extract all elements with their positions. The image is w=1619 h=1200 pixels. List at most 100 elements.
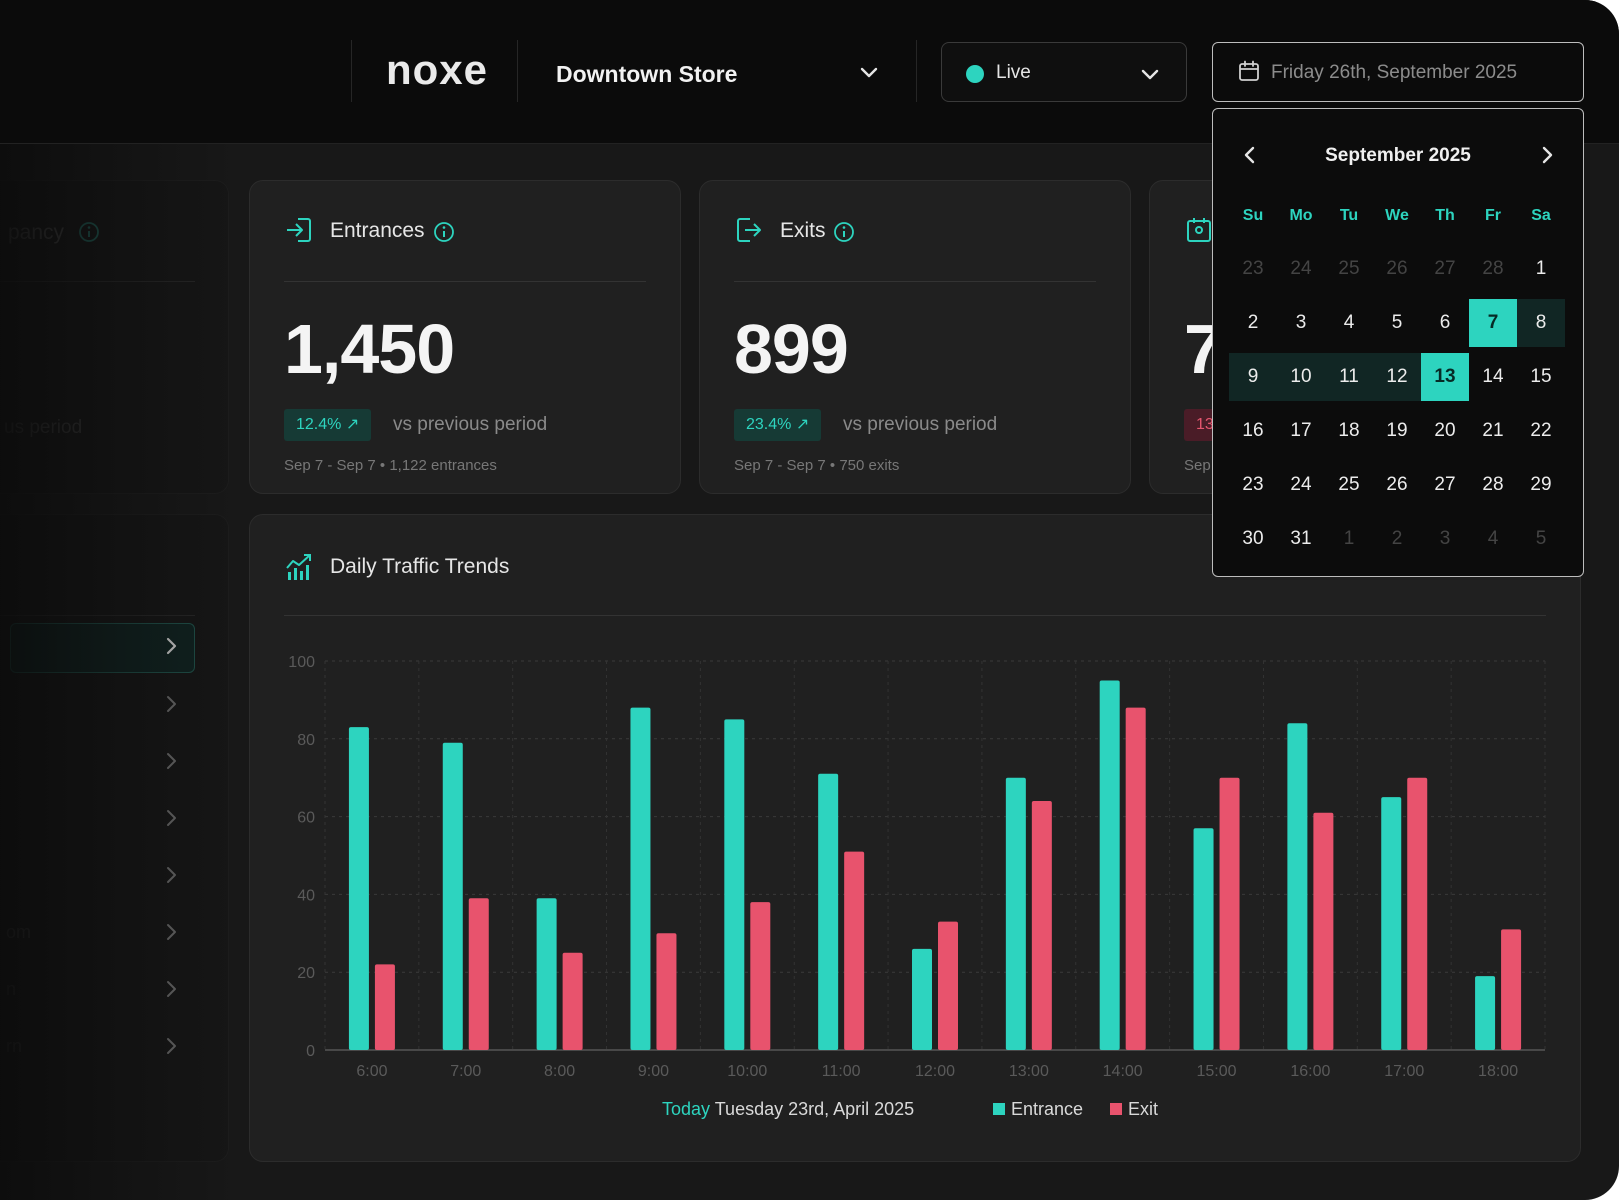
chevron-right-icon[interactable] [164,636,178,656]
y-tick-label: 60 [297,810,315,827]
exit-bar [374,964,395,1050]
calendar-day[interactable]: 11 [1325,353,1373,401]
store-selector[interactable]: Downtown Store [556,61,738,87]
calendar-day[interactable]: 8 [1517,299,1565,347]
exit-bar [562,952,583,1050]
calendar-day[interactable]: 1 [1535,258,1547,279]
calendar-day[interactable]: 30 [1242,528,1264,549]
calendar-day[interactable]: 4 [1343,312,1355,333]
x-tick-label: 14:00 [1103,1063,1143,1080]
calendar-day[interactable]: 28 [1482,258,1504,279]
calendar-day[interactable]: 15 [1530,366,1552,387]
calendar-day[interactable]: 20 [1434,420,1456,441]
divider [284,615,1546,616]
calendar-day[interactable]: 12 [1373,353,1421,401]
legend-exit[interactable]: Exit [1110,1099,1158,1120]
occupancy-title: pancy [8,221,65,244]
calendar-day[interactable]: 21 [1482,420,1504,441]
chevron-down-icon[interactable] [858,62,880,84]
legend-entrance[interactable]: Entrance [993,1099,1083,1120]
exit-bar [1313,812,1334,1050]
calendar-day[interactable]: 29 [1530,474,1552,495]
y-tick-label: 100 [288,654,315,671]
zone-row-label: om [6,922,32,942]
divider [517,40,518,102]
chevron-right-icon[interactable] [164,808,178,828]
entrance-bar [818,773,839,1050]
calendar-day[interactable]: 31 [1290,528,1312,549]
change-value: 23.4% [746,416,792,433]
zone-row-label: rn [6,1036,23,1056]
y-tick-label: 40 [297,887,315,904]
comparison-text: vs previous period [843,414,998,435]
calendar-day[interactable]: 28 [1482,474,1504,495]
calendar-day[interactable]: 1 [1343,528,1355,549]
calendar-day[interactable]: 22 [1530,420,1552,441]
divider [734,281,1096,282]
calendar-day[interactable]: 18 [1338,420,1360,441]
chevron-right-icon[interactable] [164,1036,178,1056]
calendar-day[interactable]: 13 [1421,353,1469,401]
calendar-day[interactable]: 27 [1434,258,1456,279]
calendar-day[interactable]: 3 [1439,528,1451,549]
weekday-header: Sa [1531,207,1551,224]
calendar-day[interactable]: 10 [1277,353,1325,401]
chevron-right-icon[interactable] [164,694,178,714]
card-footer: Sep 7 - Sep 7 • 750 exits [734,457,900,474]
calendar-day[interactable]: 9 [1229,353,1277,401]
x-tick-label: 12:00 [915,1063,955,1080]
x-tick-label: 17:00 [1384,1063,1424,1080]
calendar-day[interactable]: 25 [1338,474,1360,495]
exit-bar [938,921,958,1050]
calendar-day[interactable]: 5 [1535,528,1547,549]
chevron-down-icon [1141,69,1159,80]
chart-date-label: Today Tuesday 23rd, April 2025 [662,1099,914,1120]
calendar-day[interactable]: 24 [1290,474,1312,495]
divider [0,281,195,282]
info-icon[interactable] [78,221,100,243]
entrance-bar [348,727,369,1050]
entrance-bar [724,719,745,1050]
calendar-day[interactable]: 2 [1247,312,1259,333]
calendar-day[interactable]: 25 [1338,258,1360,279]
calendar-day[interactable]: 6 [1439,312,1451,333]
calendar-day[interactable]: 16 [1242,420,1264,441]
calendar-day[interactable]: 14 [1482,366,1504,387]
chevron-right-icon[interactable] [164,922,178,942]
calendar-day[interactable]: 24 [1290,258,1312,279]
calendar-day[interactable]: 27 [1434,474,1456,495]
calendar-day[interactable]: 26 [1386,258,1408,279]
exit-bar [1031,801,1052,1050]
weekday-header: Su [1242,207,1264,224]
calendar-day[interactable]: 7 [1469,299,1517,347]
trend-up-icon: ↗ [345,416,360,433]
live-mode-select[interactable]: Live [941,42,1187,102]
info-icon[interactable] [433,221,455,243]
entrance-bar [1381,797,1402,1050]
exit-bar [844,851,865,1050]
calendar-day[interactable]: 19 [1386,420,1408,441]
calendar-day[interactable]: 26 [1386,474,1408,495]
chevron-right-icon[interactable] [1540,145,1554,165]
calendar-day[interactable]: 3 [1295,312,1307,333]
x-tick-label: 18:00 [1478,1063,1518,1080]
daily-traffic-card: Daily Traffic Trends 0 20 40 60 80 100 6:00 7:0… [249,514,1581,1162]
weekday-header: Th [1435,207,1455,224]
calendar-day[interactable]: 4 [1487,528,1499,549]
x-tick-label: 7:00 [450,1063,481,1080]
weekday-header: Tu [1339,207,1359,224]
calendar-day[interactable]: 23 [1242,258,1264,279]
date-picker-input[interactable]: Friday 26th, September 2025 [1212,42,1584,102]
entrance-bar [1099,680,1120,1050]
zones-card [0,514,229,1162]
chevron-right-icon[interactable] [164,979,178,999]
chevron-right-icon[interactable] [164,751,178,771]
chevron-right-icon[interactable] [164,865,178,885]
calendar-day[interactable]: 5 [1391,312,1403,333]
chevron-left-icon[interactable] [1243,145,1257,165]
calendar-day[interactable]: 2 [1391,528,1403,549]
info-icon[interactable] [833,221,855,243]
calendar-day[interactable]: 23 [1242,474,1264,495]
entrances-card: Entrances 1,450 12.4% ↗ vs previous peri… [249,180,681,494]
calendar-day[interactable]: 17 [1290,420,1312,441]
